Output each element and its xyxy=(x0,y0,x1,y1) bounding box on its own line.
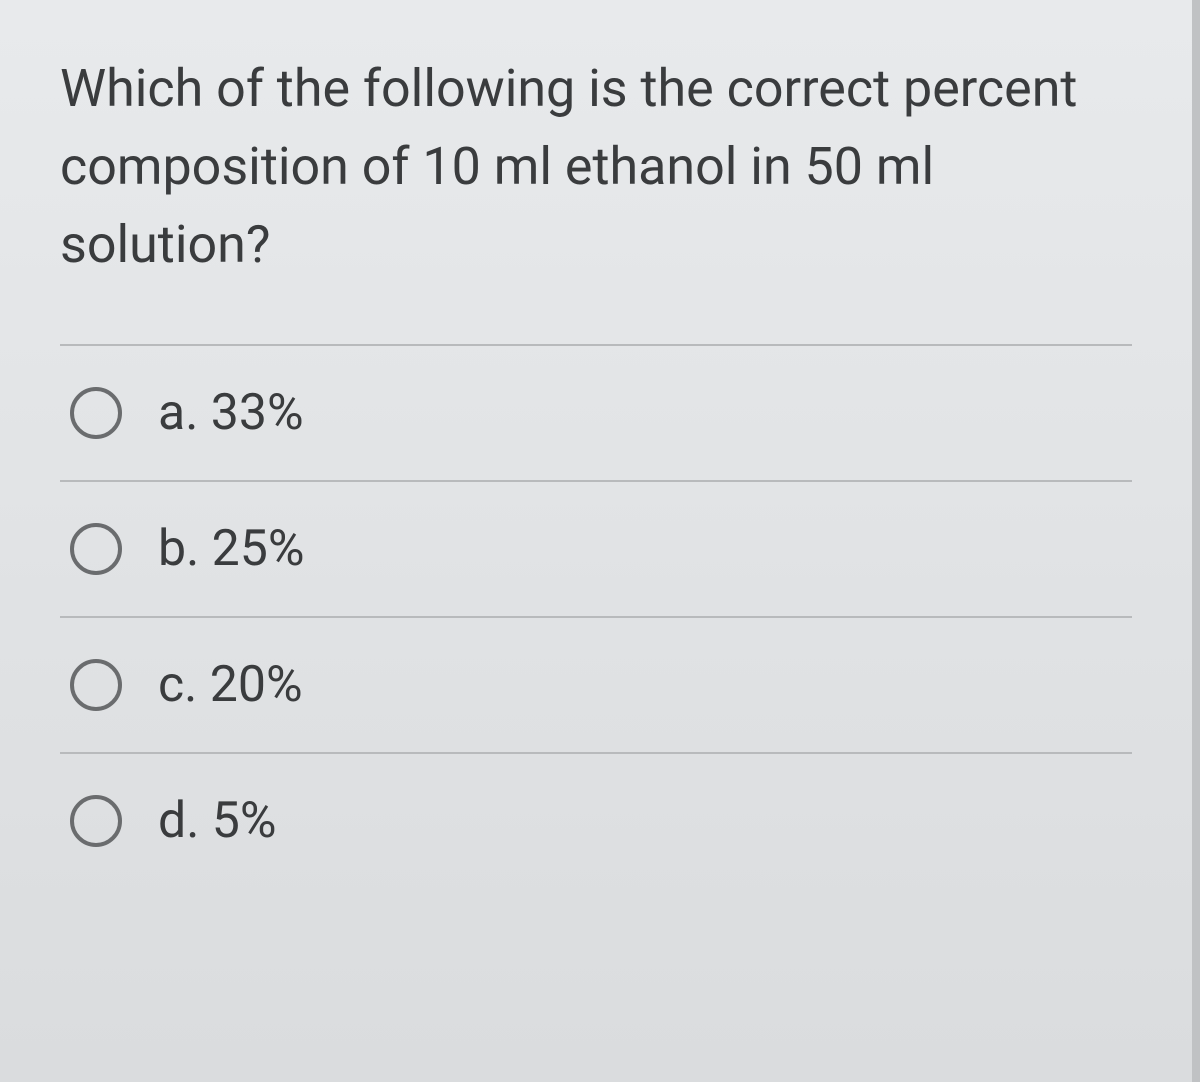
option-label: c. 20% xyxy=(158,656,303,714)
option-label: a. 33% xyxy=(158,384,304,442)
options-list: a. 33% b. 25% c. 20% d. 5% xyxy=(60,344,1132,888)
option-label: d. 5% xyxy=(158,792,277,850)
radio-icon[interactable] xyxy=(70,659,122,711)
question-container: Which of the following is the correct pe… xyxy=(0,0,1200,1082)
radio-icon[interactable] xyxy=(70,523,122,575)
radio-icon[interactable] xyxy=(70,387,122,439)
option-d[interactable]: d. 5% xyxy=(60,752,1132,888)
radio-icon[interactable] xyxy=(70,795,122,847)
option-label: b. 25% xyxy=(158,520,304,578)
option-a[interactable]: a. 33% xyxy=(60,344,1132,480)
option-c[interactable]: c. 20% xyxy=(60,616,1132,752)
question-text: Which of the following is the correct pe… xyxy=(60,50,1132,284)
option-b[interactable]: b. 25% xyxy=(60,480,1132,616)
